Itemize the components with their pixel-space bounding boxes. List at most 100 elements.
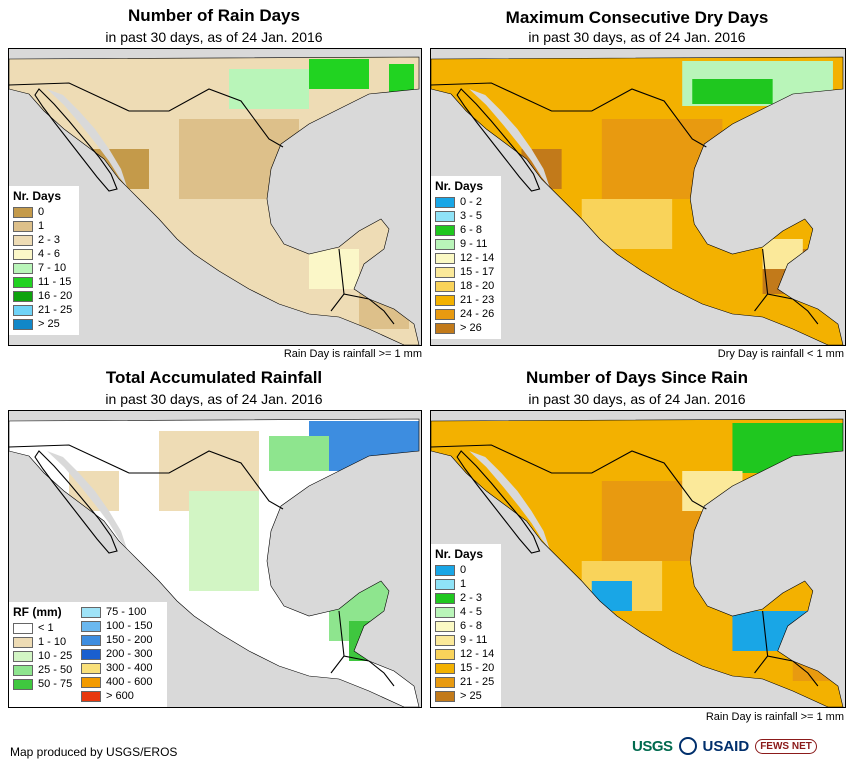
legend-label: 200 - 300 bbox=[106, 648, 153, 660]
legend-item: 12 - 14 bbox=[435, 647, 497, 661]
legend-label: 0 bbox=[460, 564, 467, 576]
usaid-seal-icon bbox=[678, 737, 697, 755]
legend-label: > 25 bbox=[38, 318, 60, 330]
legend-item: 0 - 2 bbox=[435, 195, 497, 209]
coastline bbox=[9, 418, 420, 707]
legend-swatch bbox=[13, 318, 33, 330]
legend-item: 6 - 8 bbox=[435, 223, 497, 237]
legend-item: 100 - 150 bbox=[81, 619, 161, 633]
legend-label: 300 - 400 bbox=[106, 662, 153, 674]
legend-label: 24 - 26 bbox=[460, 308, 495, 320]
legend-label: 25 - 50 bbox=[38, 664, 73, 676]
legend-label: 4 - 6 bbox=[38, 248, 61, 260]
baja-outline bbox=[456, 88, 541, 192]
legend-swatch bbox=[435, 564, 455, 576]
legend-label: 21 - 25 bbox=[460, 676, 495, 688]
legend-swatch bbox=[13, 678, 33, 690]
legend-title: RF (mm) bbox=[13, 605, 62, 619]
legend-swatch bbox=[13, 206, 33, 218]
legend-item: 200 - 300 bbox=[81, 647, 161, 661]
legend-item: 400 - 600 bbox=[81, 675, 161, 689]
panel-title-days-since-rain: Number of Days Since Rain bbox=[525, 368, 748, 387]
legend-item: 0 bbox=[13, 205, 75, 219]
map-note-days-since-rain: Rain Day is rainfall >= 1 mm bbox=[705, 711, 844, 723]
legend-swatch bbox=[13, 636, 33, 648]
legend-item: 150 - 200 bbox=[81, 633, 161, 647]
legend-item: 18 - 20 bbox=[435, 279, 497, 293]
legend-label: 2 - 3 bbox=[460, 592, 483, 604]
map-canvas bbox=[431, 418, 844, 707]
legend-label: 9 - 11 bbox=[460, 634, 488, 646]
legend-item: 10 - 25 bbox=[13, 649, 75, 663]
data-patch bbox=[692, 79, 773, 104]
legend-items: 0 1 2 - 3 4 - 6 7 - 10 11 - 15 16 - 20 21 - 25 >… bbox=[13, 205, 75, 331]
legend-swatch bbox=[435, 210, 455, 222]
legend-swatch bbox=[13, 234, 33, 246]
data-patch bbox=[732, 611, 813, 651]
legend-column-left: RF (mm) < 1 1 - 10 10 - 25 25 - 50 50 - 75 bbox=[13, 605, 75, 703]
data-overlay bbox=[521, 61, 833, 294]
baja-outline bbox=[34, 88, 118, 192]
legend-total-rainfall: RF (mm) < 1 1 - 10 10 - 25 25 - 50 50 - 75 7… bbox=[9, 602, 167, 707]
central-america-borders bbox=[330, 248, 395, 325]
central-america-borders bbox=[754, 610, 819, 687]
legend-label: 9 - 11 bbox=[460, 238, 488, 250]
usgs-logo: USGS bbox=[632, 737, 673, 755]
panel-subtitle-total-rainfall: in past 30 days, as of 24 Jan. 2016 bbox=[105, 391, 323, 407]
data-patch bbox=[229, 69, 309, 109]
panel-subtitle-dry-days: in past 30 days, as of 24 Jan. 2016 bbox=[528, 29, 746, 45]
legend-title: Nr. Days bbox=[13, 189, 62, 203]
legend-label: 10 - 25 bbox=[38, 650, 73, 662]
coastline bbox=[9, 56, 420, 345]
legend-label: 15 - 17 bbox=[460, 266, 495, 278]
data-patch bbox=[601, 119, 723, 199]
us-border bbox=[9, 82, 284, 148]
data-patch bbox=[792, 641, 843, 681]
legend-label: 16 - 20 bbox=[38, 290, 73, 302]
data-patch bbox=[762, 239, 803, 269]
legend-swatch bbox=[13, 290, 33, 302]
logo-bar: USGS USAID FEWS NET bbox=[632, 737, 817, 755]
legend-item: 3 - 5 bbox=[435, 209, 497, 223]
legend-item: 300 - 400 bbox=[81, 661, 161, 675]
legend-label: 50 - 75 bbox=[38, 678, 73, 690]
legend-label: 0 - 2 bbox=[460, 196, 483, 208]
legend-swatch bbox=[435, 224, 455, 236]
legend-swatch bbox=[13, 248, 33, 260]
legend-swatch bbox=[435, 648, 455, 660]
legend-label: 7 - 10 bbox=[38, 262, 67, 274]
legend-item: 11 - 15 bbox=[13, 275, 75, 289]
data-patch bbox=[359, 289, 409, 329]
legend-swatch bbox=[435, 308, 455, 320]
legend-dry-days: Nr. Days 0 - 2 3 - 5 6 - 8 9 - 11 12 - 14 15 … bbox=[431, 176, 501, 339]
data-patch bbox=[682, 471, 743, 511]
legend-label: 21 - 25 bbox=[38, 304, 73, 316]
legend-swatch bbox=[435, 606, 455, 618]
legend-swatch bbox=[13, 304, 33, 316]
map-note-dry-days: Dry Day is rainfall < 1 mm bbox=[717, 348, 844, 360]
legend-label: 100 - 150 bbox=[106, 620, 153, 632]
legend-swatch bbox=[13, 276, 33, 288]
legend-label: 0 bbox=[38, 206, 45, 218]
legend-item: 0 bbox=[435, 563, 497, 577]
legend-label: 12 - 14 bbox=[460, 252, 495, 264]
legend-swatch bbox=[13, 650, 33, 662]
legend-item: 7 - 10 bbox=[13, 261, 75, 275]
legend-swatch bbox=[435, 252, 455, 264]
legend-label: 21 - 23 bbox=[460, 294, 495, 306]
legend-swatch bbox=[81, 648, 101, 660]
legend-swatch bbox=[435, 280, 455, 292]
legend-swatch bbox=[435, 266, 455, 278]
legend-swatch bbox=[13, 664, 33, 676]
legend-label: 150 - 200 bbox=[106, 634, 153, 646]
legend-item: 1 bbox=[435, 577, 497, 591]
legend-column-right: 75 - 100 100 - 150 150 - 200 200 - 300 300 -… bbox=[81, 605, 161, 703]
legend-label: 75 - 100 bbox=[106, 606, 147, 618]
legend-item: > 25 bbox=[13, 317, 75, 331]
data-patch bbox=[591, 581, 632, 611]
legend-label: 12 - 14 bbox=[460, 648, 495, 660]
legend-item: 4 - 6 bbox=[13, 247, 75, 261]
central-america-borders bbox=[330, 610, 395, 687]
us-border bbox=[431, 82, 707, 148]
legend-label: > 25 bbox=[460, 690, 482, 702]
